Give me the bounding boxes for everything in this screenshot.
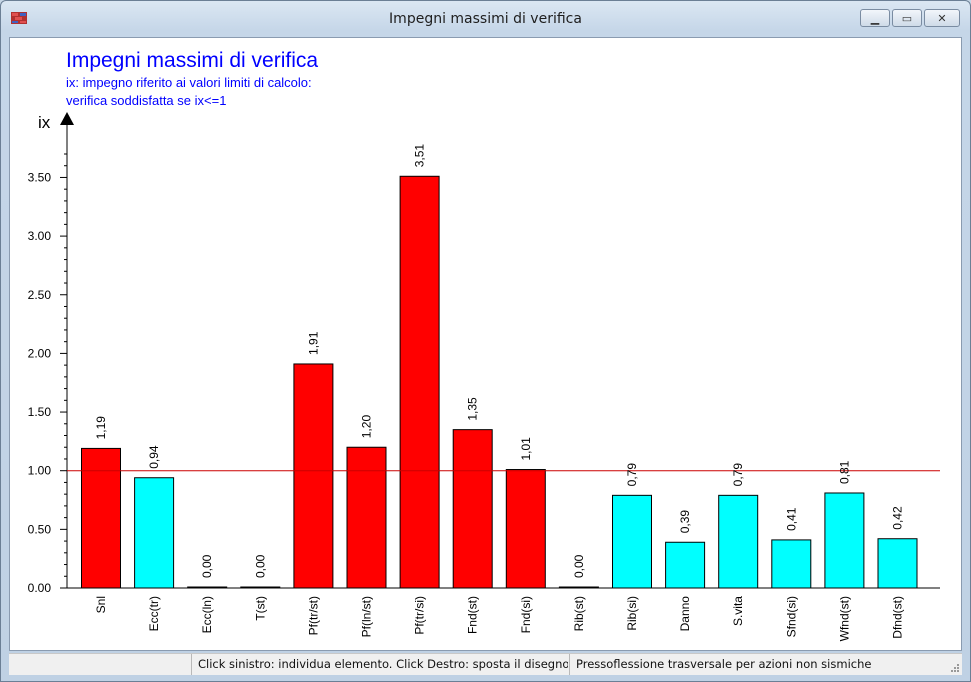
bar [558, 586, 599, 589]
chart-canvas[interactable]: Impegni massimi di verifica ix: impegno … [9, 37, 962, 651]
value-label: 1,91 [306, 331, 320, 355]
value-label: 1,20 [360, 415, 374, 439]
x-tick-label: Wfnd(st) [837, 596, 851, 641]
bar [187, 586, 228, 589]
value-label: 0,00 [200, 554, 214, 578]
x-tick-labels: Snl Ecc(tr) Ecc(ln) T(st) Pf(tr/st) Pf(ln/st)… [94, 596, 905, 642]
bar [134, 477, 175, 589]
resize-grip-icon[interactable] [950, 663, 960, 673]
x-tick-label: Danno [678, 596, 692, 632]
status-bar: Click sinistro: individua elemento. Clic… [9, 653, 962, 675]
value-label: 0,00 [253, 554, 267, 578]
y-axis-label: ix [38, 113, 51, 132]
x-tick-label: S.vita [731, 596, 745, 626]
chart-subtitle-line-1: ix: impegno riferito ai valori limiti di… [66, 75, 312, 90]
bar [665, 541, 706, 589]
x-tick-label: Ecc(tr) [147, 596, 161, 631]
x-tick-label: Pf(ln/st) [360, 596, 374, 637]
value-label: 1,35 [466, 397, 480, 421]
maximize-button[interactable]: ▭ [892, 9, 922, 27]
value-label: 0,42 [891, 506, 905, 530]
minimize-icon: ▁ [870, 12, 880, 25]
x-tick-label: Fnd(si) [519, 596, 533, 633]
bar [240, 586, 281, 589]
value-label: 0,00 [572, 554, 586, 578]
x-tick-label: Pf(tr/st) [306, 596, 320, 635]
x-tick-label: T(st) [253, 596, 267, 621]
y-tick-label: 2.00 [28, 346, 52, 360]
bar [399, 175, 440, 589]
x-tick-label: Pf(tr/si) [413, 596, 427, 635]
status-pane-mode: Pressoflessione trasversale per azioni n… [569, 654, 946, 675]
bar [824, 492, 865, 589]
value-label: 0,39 [678, 510, 692, 534]
y-axis-arrow [60, 112, 74, 125]
x-tick-label: Ecc(ln) [200, 596, 214, 633]
x-tick-label: Sfnd(si) [784, 596, 798, 637]
value-label: 0,79 [731, 463, 745, 487]
bar [877, 538, 918, 589]
x-tick-label: Rib(si) [625, 596, 639, 631]
bar [505, 469, 546, 589]
maximize-icon: ▭ [901, 12, 913, 25]
value-label: 0,94 [147, 445, 161, 469]
chart-title: Impegni massimi di verifica [66, 49, 318, 72]
bar [293, 363, 334, 589]
close-icon: ✕ [937, 12, 947, 25]
bar [346, 446, 387, 589]
x-tick-label: Rib(st) [572, 596, 586, 631]
x-tick-label: Snl [94, 596, 108, 613]
bar [612, 494, 652, 589]
y-tick-label: 3.50 [28, 170, 52, 184]
value-label: 0,79 [625, 463, 639, 487]
bar [452, 429, 493, 589]
window-controls: ▁ ▭ ✕ [860, 9, 960, 27]
bar [81, 447, 121, 589]
title-bar[interactable]: Impegni massimi di verifica ▁ ▭ ✕ [1, 1, 970, 37]
value-label: 0,81 [837, 460, 851, 484]
bar [718, 494, 759, 589]
value-label: 1,19 [94, 416, 108, 440]
status-pane-hint: Click sinistro: individua elemento. Clic… [191, 654, 568, 675]
bar-chart[interactable]: Impegni massimi di verifica ix: impegno … [10, 38, 961, 650]
bar [771, 539, 812, 589]
y-tick-label: 1.50 [28, 405, 52, 419]
x-tick-label: Dfnd(st) [891, 596, 905, 639]
value-labels: 1,19 0,94 0,00 0,00 1,91 1,20 3,51 1,35 1,01 0,00… [94, 144, 905, 578]
y-tick-label: 1.00 [28, 464, 52, 478]
x-tick-label: Fnd(st) [466, 596, 480, 634]
y-minor-ticks [64, 153, 67, 577]
value-label: 1,01 [519, 437, 533, 461]
y-tick-label: 0.50 [28, 522, 52, 536]
minimize-button[interactable]: ▁ [860, 9, 890, 27]
status-pane-1 [9, 654, 191, 675]
chart-subtitle-line-2: verifica soddisfatta se ix<=1 [66, 93, 226, 108]
y-tick-label: 0.00 [28, 581, 52, 595]
value-label: 0,41 [784, 507, 798, 531]
y-tick-label: 2.50 [28, 288, 52, 302]
y-tick-label: 3.00 [28, 229, 52, 243]
y-ticks: 0.00 0.50 1.00 1.50 2.00 2.50 3.00 3.50 [28, 170, 67, 595]
bars [81, 175, 918, 589]
close-button[interactable]: ✕ [924, 9, 960, 27]
window-title: Impegni massimi di verifica [389, 11, 582, 27]
app-brick-icon[interactable] [11, 12, 27, 24]
value-label: 3,51 [413, 144, 427, 168]
